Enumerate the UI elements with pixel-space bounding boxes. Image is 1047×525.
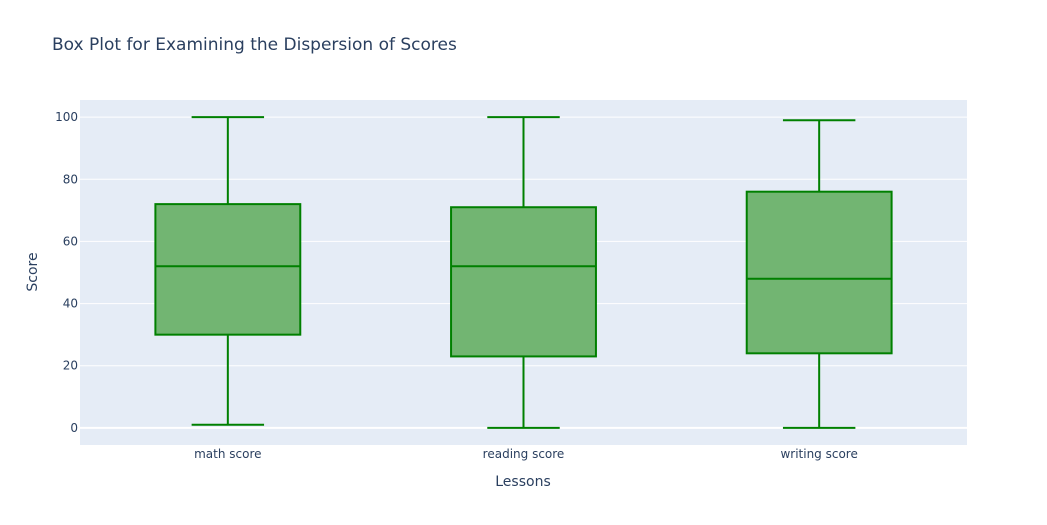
y-tick-label: 0 — [70, 421, 78, 435]
y-tick-label: 80 — [63, 172, 78, 186]
x-tick-label: reading score — [483, 447, 565, 461]
x-axis-ticks: math score reading score writing score — [194, 447, 858, 461]
box-writing-score — [745, 119, 893, 429]
y-tick-label: 100 — [55, 110, 78, 124]
iqr-box — [154, 203, 302, 336]
boxes-layer — [154, 116, 893, 429]
box-math-score — [154, 116, 302, 426]
x-tick-label: writing score — [780, 447, 857, 461]
box-reading-score — [450, 116, 597, 429]
y-tick-label: 40 — [63, 297, 78, 311]
y-axis-title: Score — [25, 252, 41, 291]
x-axis-title: Lessons — [495, 474, 551, 490]
y-tick-label: 60 — [63, 234, 78, 248]
x-tick-label: math score — [194, 447, 261, 461]
chart-title: Box Plot for Examining the Dispersion of… — [52, 35, 457, 55]
iqr-box — [745, 190, 893, 355]
y-axis-ticks: 0 20 40 60 80 100 — [55, 110, 78, 435]
iqr-box — [450, 206, 597, 358]
y-tick-label: 20 — [63, 359, 78, 373]
